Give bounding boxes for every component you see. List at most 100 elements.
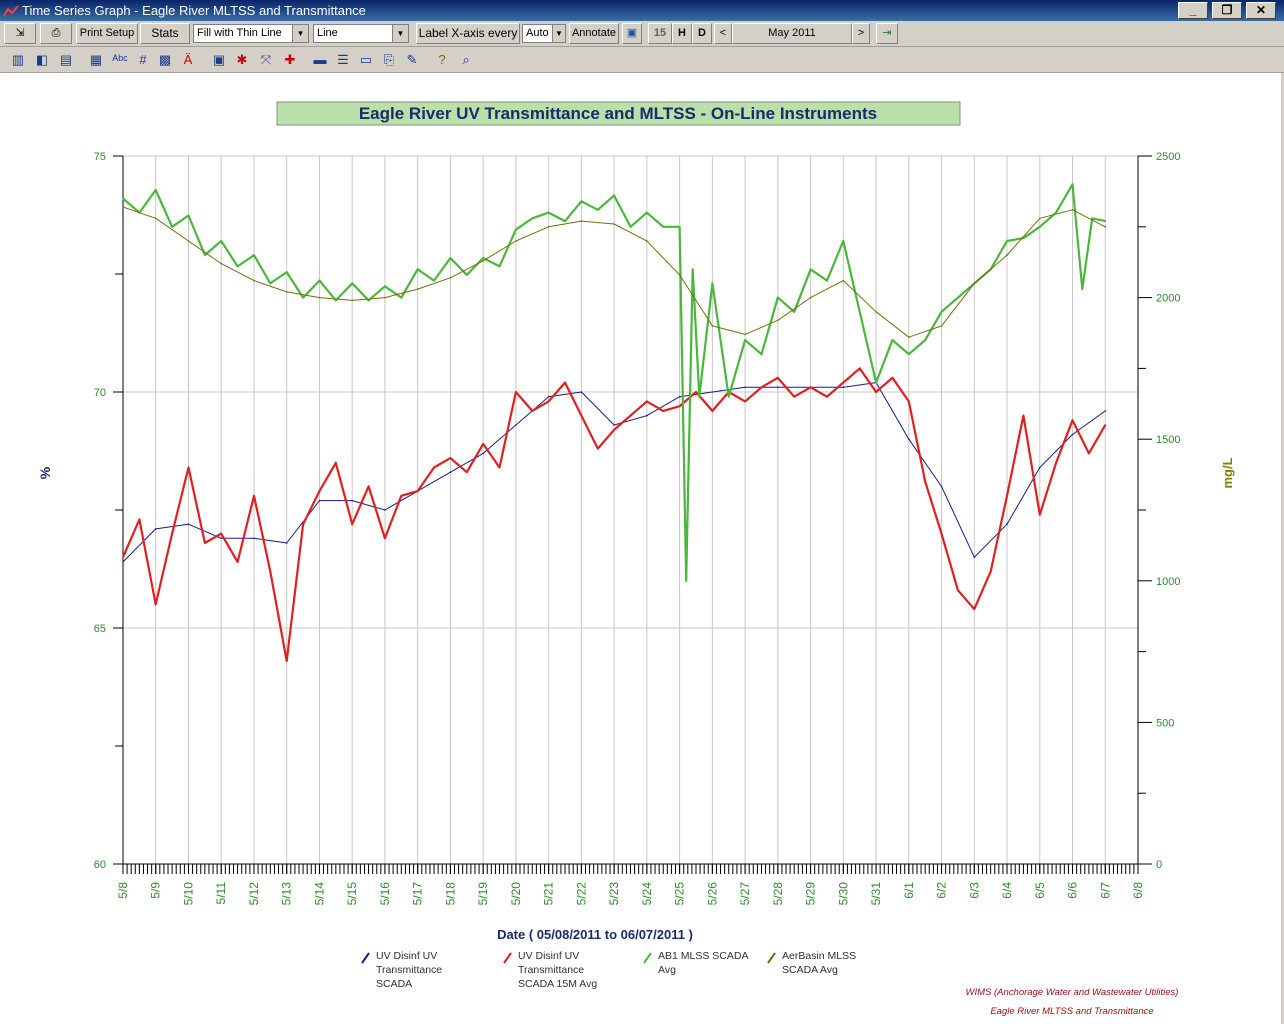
copy-icon: ⎘: [383, 52, 395, 67]
data-point-series-2: [646, 400, 648, 403]
data-point-series-2: [695, 391, 697, 393]
prev-period-button[interactable]: <: [714, 23, 732, 44]
data-point-series-2: [171, 532, 173, 535]
data-point-series-1: [449, 471, 452, 474]
data-point-series-2: [678, 405, 681, 408]
table-icon: ▦: [89, 52, 103, 67]
data-point-series-3: [1081, 288, 1084, 290]
help-button[interactable]: ?: [432, 50, 452, 70]
chevron-down-icon: ▼: [292, 25, 308, 42]
copy-button[interactable]: ⎘: [379, 50, 399, 70]
data-point-series-3: [204, 254, 206, 256]
close-button[interactable]: ✕: [1246, 2, 1276, 19]
data-point-series-2: [154, 603, 157, 606]
data-point-series-2: [760, 386, 763, 389]
data-point-series-4: [416, 288, 419, 290]
data-point-series-2: [547, 400, 550, 403]
x-tick-label: 5/28: [771, 882, 785, 906]
data-point-series-4: [547, 226, 550, 228]
area-chart-button[interactable]: ◧: [32, 50, 52, 70]
x-tick-label: 6/1: [902, 882, 916, 899]
data-point-series-3: [678, 226, 681, 228]
label-button[interactable]: ▭: [356, 50, 376, 70]
data-point-series-1: [351, 499, 354, 502]
data-point-series-3: [498, 265, 501, 268]
stats-button[interactable]: Stats: [140, 23, 190, 44]
data-point-series-3: [1006, 240, 1008, 242]
list-button[interactable]: ☰: [333, 50, 353, 70]
y-tick-label-left: 75: [94, 151, 106, 163]
data-point-series-3: [580, 200, 583, 203]
fit-button[interactable]: ⤧: [256, 50, 276, 70]
data-point-series-2: [580, 414, 583, 417]
legend-swatch: [767, 952, 776, 964]
interval-h-button[interactable]: H: [672, 23, 692, 44]
data-point-series-4: [1071, 209, 1074, 211]
stacked-chart-button[interactable]: ▤: [56, 50, 76, 70]
y-axis-label-right: mg/L: [1220, 457, 1235, 488]
text-abc-button[interactable]: ᴬᵇᶜ: [110, 50, 130, 70]
data-point-series-3: [685, 580, 687, 582]
y-tick-label-left: 65: [94, 623, 106, 635]
chart-type-select[interactable]: Line ▼: [313, 24, 409, 43]
data-point-series-3: [940, 311, 943, 313]
list-icon: ☰: [337, 52, 349, 67]
plot-button[interactable]: ▩: [155, 50, 175, 70]
table-button[interactable]: ▦: [86, 50, 106, 70]
data-point-series-3: [613, 194, 615, 197]
data-point-series-3: [760, 353, 763, 356]
data-point-series-3: [793, 311, 795, 313]
minimize-button[interactable]: _: [1178, 2, 1208, 19]
legend-button[interactable]: ▬: [310, 50, 330, 70]
save-button[interactable]: ▣: [622, 23, 642, 44]
data-point-series-2: [777, 377, 779, 379]
export-button[interactable]: ⇲: [4, 23, 36, 44]
font-color-button[interactable]: Ä: [178, 50, 198, 70]
data-point-series-3: [302, 296, 304, 299]
data-point-series-4: [449, 277, 452, 279]
data-point-series-4: [154, 217, 157, 220]
next-period-button[interactable]: >: [852, 23, 870, 44]
scrollbar[interactable]: [1281, 73, 1284, 1024]
border-button[interactable]: ▣: [209, 50, 229, 70]
data-point-series-3: [433, 279, 435, 282]
fill-style-select[interactable]: Fill with Thin Line ▼: [193, 24, 309, 43]
data-point-series-3: [908, 353, 910, 356]
cross-button[interactable]: ✚: [280, 50, 300, 70]
scatter-button[interactable]: ✱: [232, 50, 252, 70]
data-point-series-1: [285, 542, 288, 544]
data-point-series-4: [908, 336, 910, 339]
data-point-series-2: [989, 570, 992, 573]
restore-button[interactable]: ❐: [1212, 2, 1242, 19]
data-point-series-3: [744, 339, 746, 341]
data-point-series-2: [449, 457, 452, 459]
print-button[interactable]: ⎙: [40, 23, 72, 44]
data-point-series-3: [891, 339, 894, 341]
data-point-series-1: [678, 395, 681, 398]
print-setup-button[interactable]: Print Setup: [76, 23, 138, 44]
stacked-chart-icon: ▤: [59, 52, 73, 67]
data-point-series-1: [777, 386, 779, 389]
graph-app-icon: [3, 5, 19, 17]
legend-label: UV Disinf UV Transmittance SCADA: [376, 950, 442, 990]
interval-d-button[interactable]: D: [692, 23, 712, 44]
zoom-button[interactable]: ⌕: [456, 50, 476, 70]
interval-15-button[interactable]: 15: [648, 23, 672, 44]
data-point-series-2: [384, 537, 386, 540]
data-point-series-3: [662, 226, 664, 228]
grid-button[interactable]: #: [133, 50, 153, 70]
data-point-series-2: [1039, 513, 1041, 516]
annotate-button[interactable]: Annotate: [569, 23, 619, 44]
x-tick-label: 6/2: [935, 882, 949, 899]
title-bar: Time Series Graph - Eagle River MLTSS an…: [0, 0, 1284, 21]
label-x-axis-select[interactable]: Auto ▼: [522, 24, 566, 43]
y-tick-label-right: 1000: [1156, 576, 1180, 588]
exit-button[interactable]: ⇥: [876, 23, 898, 44]
pen-button[interactable]: ✎: [402, 50, 422, 70]
bar-chart-button[interactable]: ▥: [8, 50, 28, 70]
data-point-series-2: [220, 532, 222, 535]
x-tick-label: 5/25: [673, 882, 687, 906]
border-icon: ▣: [212, 52, 226, 67]
footer-text: WIMS (Anchorage Water and Wastewater Uti…: [966, 987, 1179, 998]
data-point-series-3: [351, 282, 354, 285]
